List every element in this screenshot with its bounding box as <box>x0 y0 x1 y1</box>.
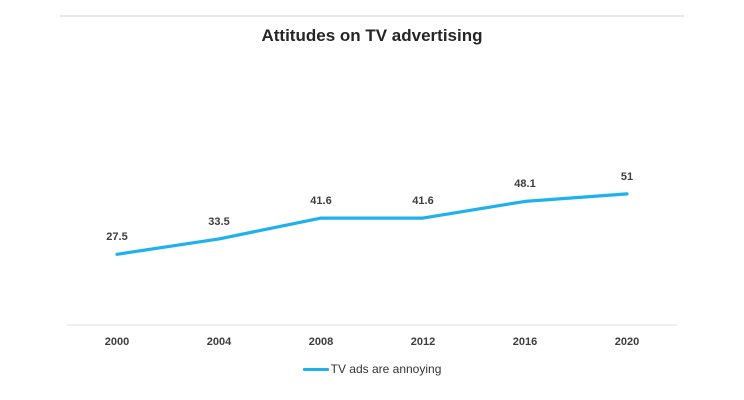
x-axis-line <box>67 324 677 326</box>
data-label-2008: 41.6 <box>310 195 332 208</box>
chart-title: Attitudes on TV advertising <box>261 26 483 45</box>
top-divider <box>60 15 684 17</box>
x-axis-label-2004: 2004 <box>206 336 232 348</box>
x-axis-label-2020: 2020 <box>614 336 640 348</box>
data-label-2000: 27.5 <box>106 231 128 244</box>
legend: TV ads are annoying <box>0 362 744 376</box>
data-label-2020: 51 <box>620 170 634 183</box>
data-label-2016: 48.1 <box>514 178 536 191</box>
legend-line-swatch <box>302 367 329 371</box>
data-label-2004: 33.5 <box>208 215 230 228</box>
data-label-2012: 41.6 <box>412 195 434 208</box>
x-axis-label-2000: 2000 <box>104 336 130 348</box>
legend-label: TV ads are annoying <box>330 362 442 376</box>
x-axis-label-2012: 2012 <box>410 336 436 348</box>
x-axis-label-2016: 2016 <box>512 336 538 348</box>
x-axis-label-2008: 2008 <box>308 336 334 348</box>
series-line <box>115 192 629 256</box>
